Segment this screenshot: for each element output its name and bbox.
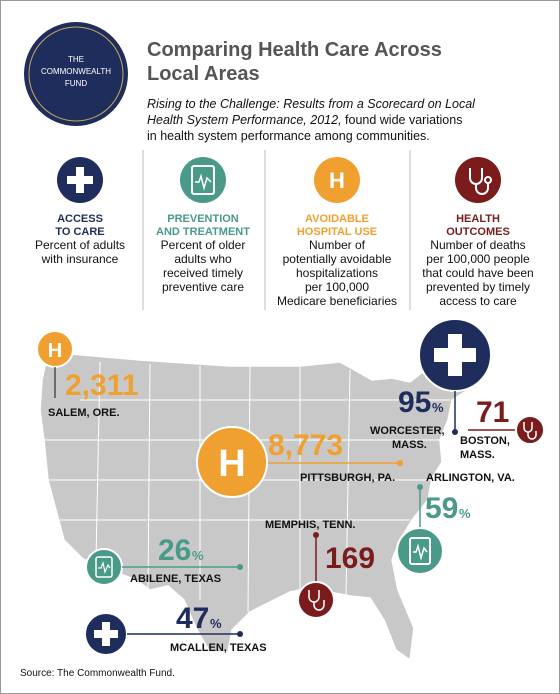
callout-icon — [196, 426, 268, 498]
measure-description: Percent of adults — [35, 238, 125, 252]
icon-clipboard — [95, 556, 113, 578]
callout-unit: % — [192, 548, 204, 563]
measure-description: access to care — [439, 294, 517, 308]
measure-description: received timely — [163, 266, 243, 280]
icon-plus — [434, 348, 476, 362]
callout-place: ABILENE, TEXAS — [130, 573, 221, 585]
callout-icon — [515, 415, 545, 445]
icon-letter: H — [329, 168, 345, 193]
source: Source: The Commonwealth Fund. — [20, 668, 175, 679]
subtitle: Health System Performance, 2012, found w… — [147, 113, 462, 127]
leader-dot — [452, 429, 458, 435]
callout-place: MASS. — [392, 439, 427, 451]
callout-unit: % — [459, 506, 471, 521]
measure-description: adults who — [174, 252, 232, 266]
icon-letter: H — [48, 340, 62, 362]
measure-description: Number of deaths — [430, 238, 525, 252]
measure-heading: AVOIDABLE — [305, 213, 369, 225]
callout-place: SALEM, ORE. — [48, 407, 120, 419]
logo-text: COMMONWEALTH — [41, 67, 111, 76]
callout-value: 2,311 — [65, 369, 138, 402]
callout-value: 169 — [325, 542, 375, 575]
leader-dot — [397, 460, 403, 466]
measure-description: hospitalizations — [296, 266, 378, 280]
callout-place: BOSTON, — [460, 435, 510, 447]
leader-dot — [313, 532, 319, 538]
measure-heading: OUTCOMES — [446, 226, 510, 238]
callout-unit: % — [210, 616, 222, 631]
measure-description: preventive care — [162, 280, 244, 294]
logo-text: THE — [68, 55, 84, 64]
callout-value: 47 — [176, 602, 209, 635]
measure-heading: HEALTH — [456, 213, 500, 225]
measure-heading: ACCESS — [57, 213, 103, 225]
callout-value: 8,773 — [268, 429, 343, 462]
icon-clipboard — [409, 537, 431, 565]
callout-place: WORCESTER, — [370, 425, 445, 437]
callout-place: ARLINGTON, VA. — [426, 472, 515, 484]
measure-heading: TO CARE — [55, 226, 104, 238]
measure-description: that could have been — [422, 266, 533, 280]
measure-heading: PREVENTION — [167, 213, 239, 225]
callout-unit: % — [432, 400, 444, 415]
icon-stethoscope — [523, 422, 537, 440]
callout-icon — [297, 581, 335, 619]
callout-place: PITTSBURGH, PA. — [300, 472, 395, 484]
measure-description: Number of — [309, 238, 366, 252]
measure-heading: AND TREATMENT — [156, 226, 250, 238]
subtitle-italic: Health System Performance, 2012, — [147, 113, 342, 127]
leader-dot — [237, 631, 243, 637]
measure-description: per 100,000 — [305, 280, 369, 294]
title: Comparing Health Care Across — [147, 39, 442, 61]
measure-description: Percent of older — [161, 238, 246, 252]
icon-plus — [94, 630, 118, 638]
icon-access — [57, 157, 103, 203]
icon-outcomes — [455, 157, 501, 203]
callout-value: 59 — [425, 492, 458, 525]
logo-ring — [28, 26, 124, 122]
measure-description: Medicare beneficiaries — [277, 294, 397, 308]
logo-circle — [24, 22, 128, 126]
icon-clipboard — [98, 560, 111, 574]
measure-description: potentially avoidable — [283, 252, 392, 266]
subtitle-plain: found wide variations — [342, 113, 463, 127]
logo-text: FUND — [65, 79, 87, 88]
icon-letter: H — [218, 443, 245, 485]
subtitle: Rising to the Challenge: Results from a … — [147, 97, 476, 111]
icon-avoidable: H — [314, 157, 360, 203]
callout-value: 71 — [476, 396, 509, 429]
callout-value: 95 — [398, 386, 431, 419]
callout-place: MASS. — [460, 449, 495, 461]
measure-heading: HOSPITAL USE — [297, 226, 377, 238]
icon-clipboard — [413, 543, 428, 561]
title: Local Areas — [147, 63, 260, 85]
subtitle: in health system performance among commu… — [147, 129, 430, 143]
icon-stethoscope — [308, 590, 325, 611]
callout-place: MEMPHIS, TENN. — [265, 519, 355, 531]
icon-prevention — [180, 157, 226, 203]
callout-place: MCALLEN, TEXAS — [170, 642, 267, 654]
measure-description: per 100,000 people — [426, 252, 530, 266]
measure-description: prevented by timely — [426, 280, 530, 294]
leader-dot — [237, 564, 243, 570]
callout-value: 26 — [158, 534, 191, 567]
measure-description: with insurance — [41, 252, 119, 266]
